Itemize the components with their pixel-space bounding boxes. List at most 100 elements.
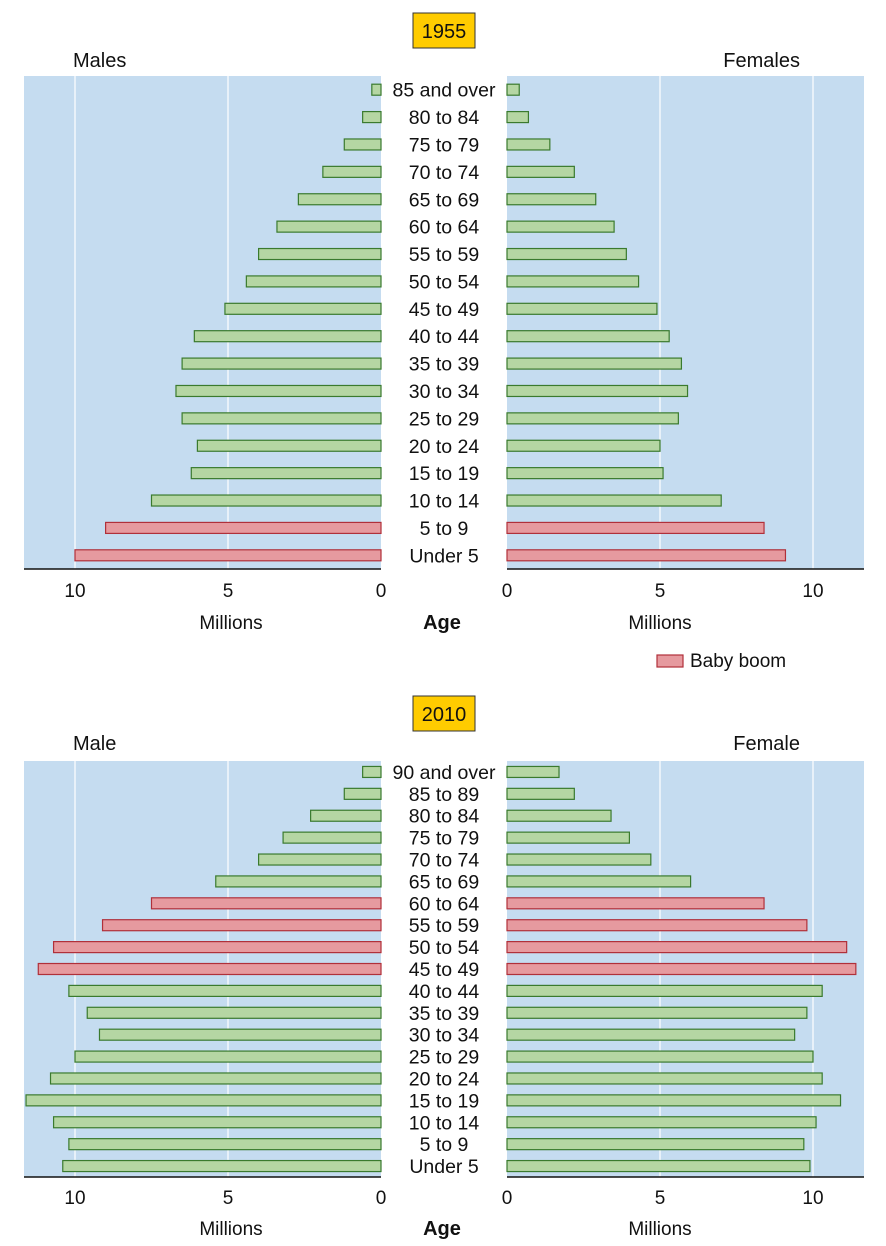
right-plot-area-1955: [507, 76, 864, 569]
bar-female-50-to-54: [506, 941, 848, 954]
bar-males-70-to-74: [322, 165, 382, 178]
bar-females-60-to-64: [506, 220, 615, 233]
legend-label-baby-boom: Baby boom: [690, 651, 786, 672]
bar-female-40-to-44: [506, 984, 823, 997]
bar-male-25-to-29: [74, 1050, 382, 1063]
tick-right-10: 10: [802, 581, 823, 602]
bar-males-20-to-24: [196, 439, 382, 452]
bar-females-75-to-79: [506, 138, 551, 151]
bar-male-75-to-79: [282, 831, 382, 844]
bar-females-under-5: [506, 549, 787, 562]
age-label-25-to-29: 25 to 29: [409, 408, 479, 430]
bar-males-65-to-69: [297, 193, 382, 206]
tick-right-5: 5: [655, 1188, 666, 1209]
age-label-80-to-84: 80 to 84: [409, 806, 480, 828]
bar-male-35-to-39: [86, 1006, 382, 1019]
age-label-35-to-39: 35 to 39: [409, 1003, 479, 1025]
age-label-under-5: Under 5: [409, 545, 479, 567]
male-label: Male: [73, 733, 116, 755]
bar-females-30-to-34: [506, 384, 689, 398]
bars-2010: [25, 765, 857, 1173]
bar-male-90-and-over: [362, 765, 382, 779]
millions-label-left-1955: Millions: [199, 613, 262, 634]
bar-female-20-to-24: [506, 1072, 823, 1085]
bar-females-40-to-44: [506, 330, 670, 343]
millions-label-left-2010: Millions: [199, 1219, 262, 1240]
bar-females-85-and-over: [506, 83, 520, 96]
bar-males-55-to-59: [258, 247, 382, 261]
left-plot-area-1955: [24, 76, 381, 569]
bar-male-10-to-14: [52, 1116, 382, 1129]
bar-female-25-to-29: [506, 1050, 814, 1063]
age-label-40-to-44: 40 to 44: [409, 326, 480, 348]
age-label-45-to-49: 45 to 49: [409, 959, 479, 981]
bar-male-55-to-59: [101, 919, 382, 932]
bar-males-35-to-39: [181, 357, 382, 370]
bar-male-40-to-44: [68, 984, 382, 997]
age-label-45-to-49: 45 to 49: [409, 299, 479, 321]
bar-males-5-to-9: [104, 521, 382, 535]
bar-males-30-to-34: [175, 384, 382, 398]
age-label-55-to-59: 55 to 59: [409, 915, 479, 937]
age-label-20-to-24: 20 to 24: [409, 1068, 480, 1090]
bar-females-25-to-29: [506, 412, 679, 425]
bar-males-45-to-49: [224, 302, 382, 315]
female-label: Female: [733, 733, 800, 755]
age-label-50-to-54: 50 to 54: [409, 271, 480, 293]
age-axis-title-2010: Age: [423, 1218, 461, 1240]
age-label-20-to-24: 20 to 24: [409, 436, 480, 458]
bar-males-10-to-14: [150, 494, 382, 507]
tick-right-0: 0: [502, 1188, 513, 1209]
bar-females-70-to-74: [506, 165, 575, 178]
bar-females-10-to-14: [506, 494, 722, 507]
bar-male-under-5: [62, 1159, 382, 1173]
bar-female-70-to-74: [506, 853, 652, 866]
gridlines-1955: [74, 76, 814, 569]
bar-male-5-to-9: [68, 1138, 382, 1151]
bar-females-20-to-24: [506, 439, 661, 452]
bar-female-45-to-49: [506, 962, 857, 976]
bar-male-60-to-64: [150, 897, 382, 910]
age-label-30-to-34: 30 to 34: [409, 1025, 480, 1047]
age-axis-title-1955: Age: [423, 612, 461, 634]
bar-female-under-5: [506, 1159, 811, 1173]
age-label-75-to-79: 75 to 79: [409, 828, 479, 850]
bar-male-30-to-34: [98, 1028, 382, 1041]
age-label-70-to-74: 70 to 74: [409, 850, 480, 872]
bar-male-80-to-84: [310, 809, 382, 822]
bar-male-70-to-74: [258, 853, 382, 866]
bar-male-20-to-24: [49, 1072, 382, 1085]
year-badge-1955: [412, 12, 476, 49]
males-label: Males: [73, 50, 126, 72]
bar-male-50-to-54: [52, 941, 382, 954]
age-label-60-to-64: 60 to 64: [409, 893, 480, 915]
age-label-90-and-over: 90 and over: [393, 762, 497, 784]
tick-right-0: 0: [502, 581, 513, 602]
bar-females-80-to-84: [506, 110, 530, 124]
bar-females-35-to-39: [506, 357, 683, 370]
bar-females-15-to-19: [506, 467, 664, 480]
bar-females-50-to-54: [506, 275, 640, 288]
tick-left-10: 10: [64, 1188, 85, 1209]
age-label-5-to-9: 5 to 9: [420, 1134, 469, 1156]
age-label-10-to-14: 10 to 14: [409, 491, 480, 513]
bar-female-75-to-79: [506, 831, 631, 844]
age-label-under-5: Under 5: [409, 1156, 479, 1178]
age-label-35-to-39: 35 to 39: [409, 354, 479, 376]
age-label-70-to-74: 70 to 74: [409, 162, 480, 184]
year-badge-2010: [412, 695, 476, 732]
tick-left-5: 5: [223, 1188, 234, 1209]
age-label-80-to-84: 80 to 84: [409, 107, 480, 129]
year-label-1955: 1955: [422, 21, 467, 43]
age-label-30-to-34: 30 to 34: [409, 381, 480, 403]
year-label-2010: 2010: [422, 704, 467, 726]
bar-female-65-to-69: [506, 875, 692, 888]
bar-males-60-to-64: [276, 220, 382, 233]
age-label-15-to-19: 15 to 19: [409, 1090, 479, 1112]
bar-males-under-5: [74, 549, 382, 562]
bar-male-45-to-49: [37, 962, 382, 976]
bar-females-65-to-69: [506, 193, 597, 206]
